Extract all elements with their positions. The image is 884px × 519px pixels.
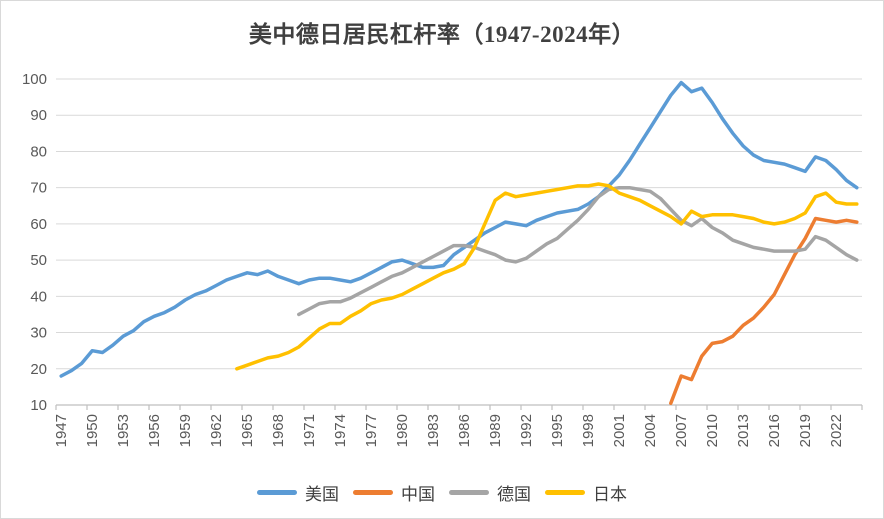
legend-item-1: 美国 xyxy=(257,480,339,505)
x-tick-label: 1956 xyxy=(146,414,163,447)
x-tick-label: 1971 xyxy=(301,414,318,447)
x-tick-label: 1989 xyxy=(487,414,504,447)
x-tick-label: 2013 xyxy=(735,414,752,447)
series-line-2 xyxy=(669,216,859,405)
legend-swatch-icon xyxy=(545,490,585,495)
legend-label: 中国 xyxy=(401,485,435,504)
x-tick-label: 1962 xyxy=(208,414,225,447)
x-tick-label: 2010 xyxy=(704,414,721,447)
x-tick-label: 1977 xyxy=(363,414,380,447)
x-tick-label: 1965 xyxy=(239,414,256,447)
legend-swatch-icon xyxy=(449,490,489,495)
y-tick-label: 30 xyxy=(30,325,47,342)
legend-swatch-icon xyxy=(353,490,393,495)
x-tick-label: 1947 xyxy=(53,414,70,447)
x-tick-label: 1995 xyxy=(549,414,566,447)
x-tick-label: 1974 xyxy=(332,414,349,447)
x-tick-label: 2016 xyxy=(766,414,783,447)
x-tick-label: 2001 xyxy=(611,414,628,447)
legend-label: 美国 xyxy=(305,485,339,504)
x-tick-label: 2004 xyxy=(642,414,659,447)
x-tick-label: 2007 xyxy=(673,414,690,447)
y-tick-label: 60 xyxy=(30,216,47,233)
y-tick-label: 70 xyxy=(30,180,47,197)
y-tick-label: 100 xyxy=(22,71,47,88)
x-tick-label: 1998 xyxy=(580,414,597,447)
series-line-4 xyxy=(235,182,859,371)
legend-item-2: 中国 xyxy=(353,480,435,505)
x-tick-label: 1959 xyxy=(177,414,194,447)
x-tick-label: 1968 xyxy=(270,414,287,447)
x-tick-label: 1992 xyxy=(518,414,535,447)
y-tick-label: 80 xyxy=(30,143,47,160)
y-tick-label: 20 xyxy=(30,361,47,378)
x-tick-label: 1983 xyxy=(425,414,442,447)
x-tick-label: 1950 xyxy=(84,414,101,447)
y-tick-label: 40 xyxy=(30,288,47,305)
y-tick-label: 10 xyxy=(30,397,47,414)
x-tick-label: 2022 xyxy=(828,414,845,447)
legend-item-3: 德国 xyxy=(449,480,531,505)
legend-item-4: 日本 xyxy=(545,480,627,505)
y-tick-label: 50 xyxy=(30,252,47,269)
y-tick-label: 90 xyxy=(30,107,47,124)
legend-swatch-icon xyxy=(257,490,297,495)
chart-title: 美中德日居民杠杆率（1947-2024年） xyxy=(248,22,636,47)
x-tick-label: 1980 xyxy=(394,414,411,447)
series-line-3 xyxy=(297,185,859,317)
series-line-1 xyxy=(59,80,859,378)
chart-legend: 美国 中国 德国 日本 xyxy=(1,480,883,505)
legend-label: 德国 xyxy=(497,485,531,504)
x-tick-label: 2019 xyxy=(797,414,814,447)
x-tick-label: 1986 xyxy=(456,414,473,447)
x-tick-label: 1953 xyxy=(115,414,132,447)
legend-label: 日本 xyxy=(593,485,627,504)
